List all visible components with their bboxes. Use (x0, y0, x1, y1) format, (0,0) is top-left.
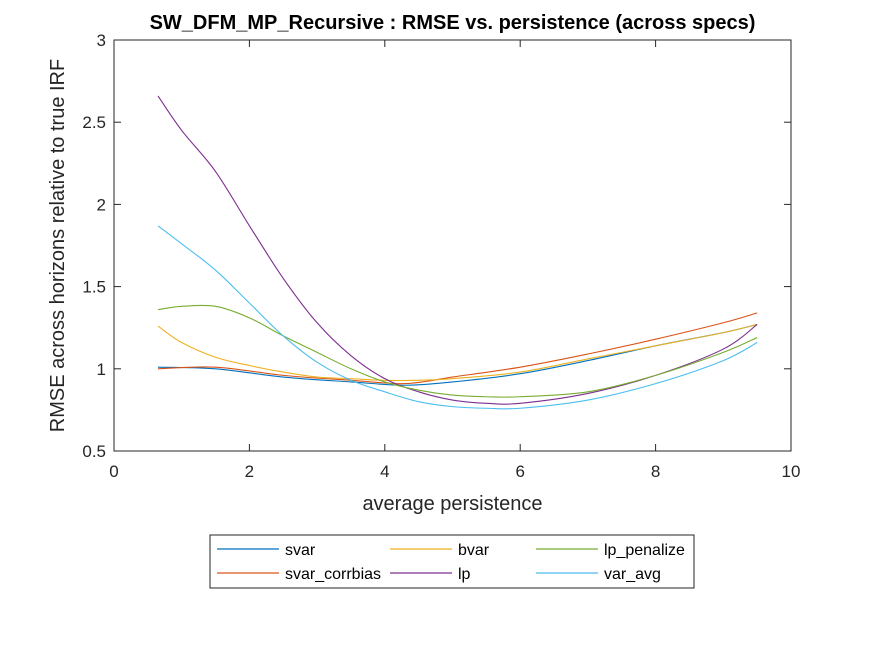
legend: svar svar_corrbias bvar lp lp_penalize var_av… (209, 534, 695, 589)
y-tick-label: 1.5 (82, 278, 106, 297)
chart-title: SW_DFM_MP_Recursive : RMSE vs. persisten… (150, 12, 756, 34)
series-line-var-avg (157, 225, 758, 410)
axes-box (113, 39, 792, 452)
legend-label-svar-corrbias: svar_corrbias (285, 566, 381, 583)
x-tick-label: 6 (515, 462, 524, 481)
legend-label-bvar: bvar (458, 542, 490, 559)
series-line-svar-corrbias (157, 312, 758, 385)
x-tick-label: 4 (380, 462, 389, 481)
y-tick-label: 1 (97, 360, 106, 379)
legend-label-lp: lp (458, 566, 471, 583)
y-tick-label: 2 (97, 195, 106, 214)
y-tick-label: 2.5 (82, 113, 106, 132)
series-line-lp-penalize (157, 304, 758, 398)
axes-layer: 0 2 4 6 8 10 0.5 1 1.5 2 2.5 3 (82, 31, 800, 481)
x-tick-label: 8 (651, 462, 660, 481)
legend-box (209, 534, 695, 589)
legend-label-svar: svar (285, 542, 316, 559)
x-tick-label: 10 (782, 462, 801, 481)
y-tick-label: 3 (97, 31, 106, 50)
x-tick-label: 2 (245, 462, 254, 481)
x-tick-label: 0 (109, 462, 118, 481)
y-axis-label: RMSE across horizons relative to true IR… (47, 59, 69, 432)
legend-label-var-avg: var_avg (604, 566, 661, 583)
y-tick-label: 0.5 (82, 442, 106, 461)
series-layer (157, 95, 758, 410)
x-axis-label: average persistence (362, 493, 542, 515)
legend-label-lp-penalize: lp_penalize (604, 542, 685, 559)
plot-area (114, 40, 791, 451)
